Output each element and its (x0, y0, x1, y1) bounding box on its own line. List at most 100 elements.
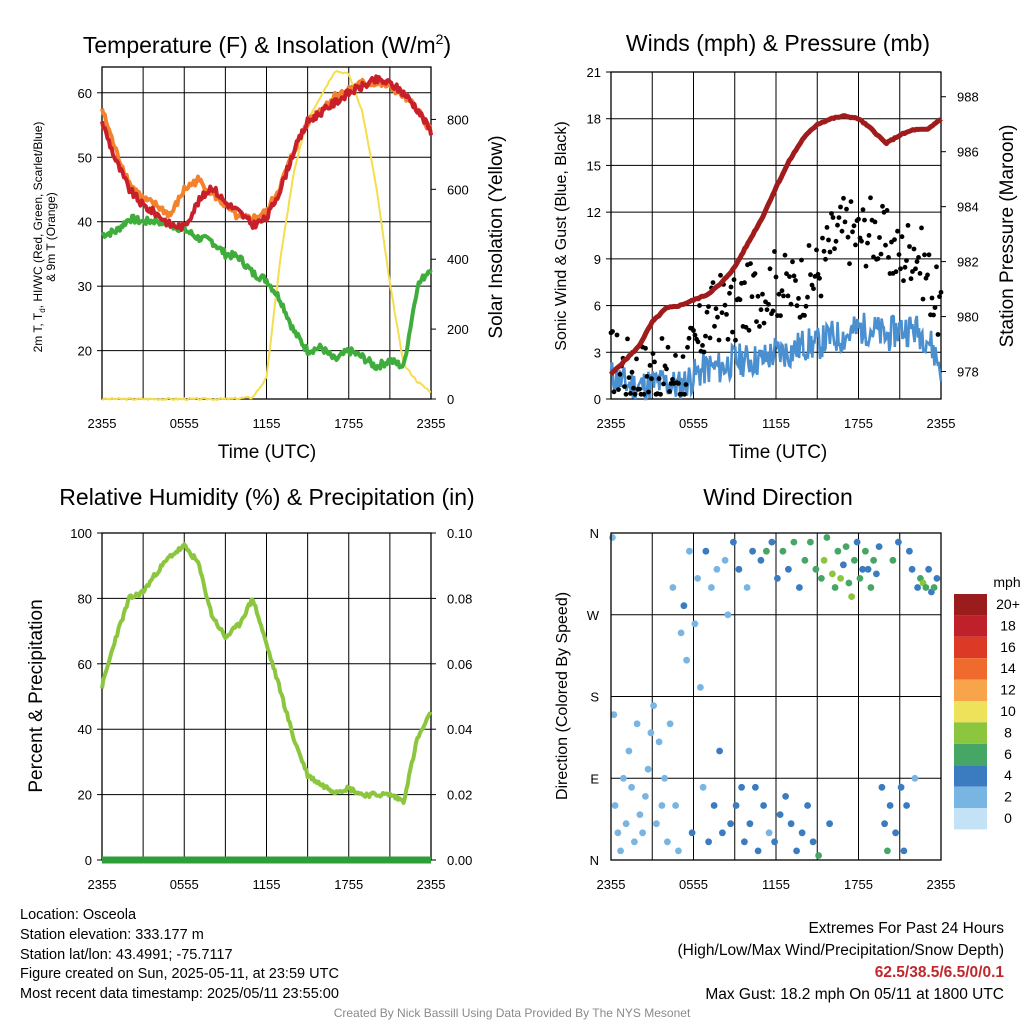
rh-x-tick: 1755 (334, 877, 363, 892)
direction-point (721, 556, 729, 564)
gust-point (665, 344, 671, 350)
gust-point (866, 233, 872, 238)
gust-point (785, 293, 791, 299)
gust-point (817, 275, 822, 281)
gust-point (850, 229, 855, 235)
gust-point (856, 216, 861, 222)
rh-x-tick: 0555 (170, 877, 199, 892)
gust-point (725, 336, 731, 342)
direction-point (856, 575, 864, 582)
direction-point (873, 570, 880, 578)
dir-x-tick: 0555 (679, 877, 708, 892)
dir-y-tick: S (590, 690, 599, 705)
direction-point (647, 729, 655, 737)
gust-point (658, 391, 663, 397)
direction-point (614, 829, 622, 837)
gust-point (749, 294, 755, 300)
gust-point (686, 335, 692, 341)
gust-point (697, 303, 702, 308)
temp-y-tick: 50 (78, 150, 92, 165)
gust-point (695, 339, 701, 345)
gust-point (628, 391, 633, 396)
direction-point (774, 575, 781, 582)
gust-point (841, 195, 846, 201)
gust-point (824, 225, 830, 230)
direction-point (680, 602, 688, 610)
gust-point (643, 345, 648, 351)
dir-plot-frame (610, 532, 942, 861)
colorbar-swatch (954, 808, 987, 830)
direction-point (867, 584, 875, 591)
direction-point (683, 656, 690, 664)
temp-right-tick: 800 (447, 112, 469, 127)
wind-plot-frame (610, 71, 942, 400)
gust-point (823, 256, 828, 262)
gust-point (704, 309, 710, 315)
direction-point (699, 783, 707, 791)
gust-point (911, 246, 917, 252)
gust-point (761, 320, 767, 326)
direction-point (746, 820, 754, 828)
colorbar-swatch (954, 765, 987, 787)
rh-right-tick: 0.06 (447, 657, 472, 672)
wind-right-tick: 984 (957, 200, 979, 215)
gust-point (757, 324, 762, 329)
direction-point (672, 802, 679, 809)
gust-point (901, 278, 906, 284)
gust-point (796, 296, 801, 301)
temp-right-axis-title: Solar Insolation (Yellow) (486, 135, 507, 338)
rh-y-axis-title: Percent & Precipitation (26, 599, 47, 792)
credit-line: Created By Nick Bassill Using Data Provi… (333, 1006, 691, 1020)
svg-text:& 9m T (Orange): & 9m T (Orange) (44, 192, 58, 282)
colorbar-label: 16 (1000, 639, 1016, 655)
colorbar-title: mph (993, 574, 1020, 590)
gust-point (652, 359, 657, 365)
gust-point (683, 382, 689, 387)
direction-point (642, 793, 649, 800)
gust-point (626, 375, 632, 380)
direction-point (790, 538, 798, 546)
direction-point (716, 747, 723, 755)
direction-point (724, 611, 732, 619)
gust-point (611, 389, 617, 395)
station-elevation: Station elevation: 333.177 m (20, 926, 204, 943)
gust-point (646, 389, 651, 395)
rh-x-tick: 2355 (417, 877, 446, 892)
rh-right-tick: 0.10 (447, 526, 472, 541)
station-location: Location: Osceola (20, 907, 137, 923)
temp-right-tick: 400 (447, 252, 469, 267)
direction-point (675, 847, 682, 855)
gust-point (934, 264, 939, 270)
gust-point (925, 272, 930, 278)
gust-point (784, 271, 789, 277)
direction-point (889, 556, 897, 564)
gust-point (722, 302, 728, 308)
direction-point (691, 620, 699, 628)
gust-point (845, 234, 851, 240)
gust-point (935, 332, 941, 337)
gust-point (875, 256, 881, 262)
gust-point (673, 353, 678, 358)
extremes-values: 62.5/38.5/6.5/0/0.1 (874, 964, 1004, 981)
direction-point (842, 543, 850, 550)
gust-point (760, 291, 765, 297)
gust-point (793, 278, 798, 283)
dir-y-tick: W (587, 608, 600, 623)
direction-point (776, 811, 784, 818)
gust-point (821, 248, 827, 254)
direction-point (933, 575, 941, 582)
colorbar-swatch (954, 636, 987, 659)
gust-point (835, 222, 840, 228)
dir-x-tick: 1155 (762, 877, 790, 892)
direction-point (859, 565, 866, 573)
gust-point (754, 319, 759, 324)
direction-point (886, 802, 894, 809)
direction-point (922, 584, 930, 591)
wind-right-tick: 986 (957, 145, 979, 160)
gust-point (691, 328, 696, 333)
temp-y-tick: 60 (78, 86, 92, 101)
direction-point (809, 838, 817, 846)
gust-point (676, 381, 681, 386)
gust-point (868, 195, 873, 201)
temp-x-tick: 0555 (170, 416, 199, 431)
